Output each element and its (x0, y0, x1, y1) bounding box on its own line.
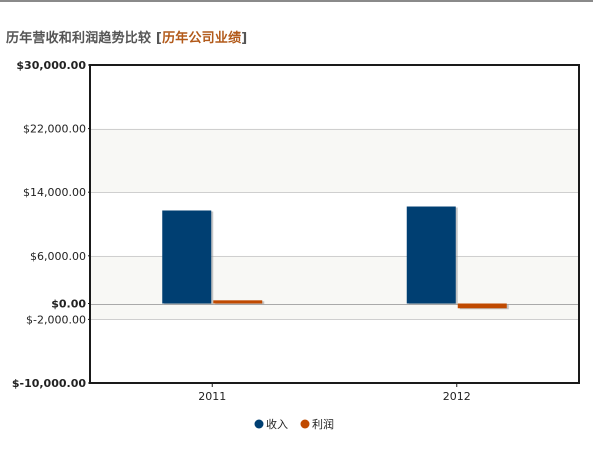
chart-heading: 历年营收和利润趋势比较 [历年公司业绩] (6, 27, 247, 46)
legend-item-revenue[interactable]: 收入 (254, 417, 289, 431)
plot-band (90, 128, 579, 193)
bar-revenue-2012[interactable] (406, 206, 458, 305)
bar[interactable] (457, 303, 507, 309)
bar[interactable] (162, 210, 212, 304)
chart-title: 历年营收和利润趋势比较 (6, 31, 152, 46)
legend-label: 利润 (312, 417, 334, 431)
bar-profit-2012[interactable] (457, 303, 509, 310)
plot-frame (89, 64, 580, 384)
x-tick-label: 2012 (443, 390, 471, 403)
y-tick-label: $14,000.00 (23, 186, 86, 199)
y-tick-label: $-10,000.00 (12, 377, 86, 390)
y-tick-label: $-2,000.00 (26, 313, 86, 326)
bars (162, 206, 509, 310)
bar-profit-2011[interactable] (213, 300, 265, 305)
legend: 收入 利润 (254, 417, 335, 431)
y-tick-label: $22,000.00 (23, 123, 86, 136)
bracket-open: [ (151, 31, 163, 46)
top-divider (0, 0, 593, 2)
legend-label: 收入 (266, 417, 288, 431)
bracket-close: ] (241, 31, 248, 46)
bar[interactable] (406, 206, 456, 304)
legend-marker-icon (300, 419, 310, 429)
y-tick-label: $30,000.00 (16, 59, 86, 72)
bar[interactable] (213, 300, 263, 304)
x-tick-label: 2011 (198, 390, 226, 403)
legend-marker-icon (254, 419, 264, 429)
legend-item-profit[interactable]: 利润 (300, 417, 335, 431)
y-tick-label: $6,000.00 (30, 250, 86, 263)
y-tick-label: $0.00 (51, 298, 86, 311)
bar-revenue-2011[interactable] (162, 210, 214, 305)
x-axis-ticks: 2011 2012 (198, 383, 471, 403)
y-axis-ticks: $30,000.00 $22,000.00 $14,000.00 $6,000.00 $… (12, 59, 90, 390)
company-performance-link[interactable]: 历年公司业绩 (162, 31, 242, 46)
